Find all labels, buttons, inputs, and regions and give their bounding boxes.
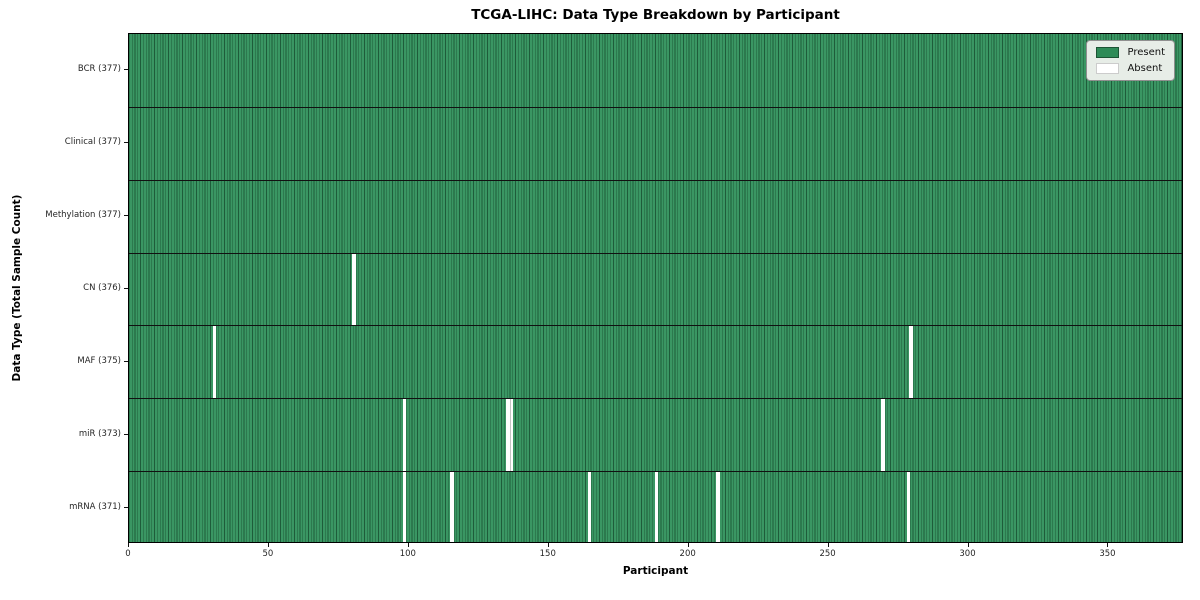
chart-title: TCGA-LIHC: Data Type Breakdown by Partic…: [471, 7, 840, 23]
absent-cell: [352, 253, 357, 326]
y-tick-mark: [124, 69, 128, 71]
y-tick-mark: [124, 433, 128, 435]
x-tick-mark: [687, 543, 689, 547]
legend: Present Absent: [1086, 40, 1175, 81]
legend-swatch-icon: [1096, 47, 1120, 58]
x-tick-mark: [267, 543, 269, 547]
y-tick-label: MAF (375): [77, 355, 121, 366]
absent-cell: [909, 326, 913, 399]
heatmap-row-BCR: [129, 34, 1182, 107]
absent-cell: [906, 472, 911, 542]
x-tick-label: 0: [125, 549, 131, 559]
legend-label: Present: [1127, 47, 1165, 58]
absent-cell: [402, 399, 407, 472]
y-tick-mark: [124, 360, 128, 362]
x-tick-mark: [407, 543, 409, 547]
plot-area: Present Absent: [128, 33, 1183, 543]
x-tick-mark: [547, 543, 549, 547]
x-tick-label: 350: [1099, 549, 1116, 559]
absent-cell: [509, 399, 513, 472]
y-tick-label: mRNA (371): [69, 501, 121, 512]
y-tick-label: Methylation (377): [45, 210, 121, 221]
heatmap-row-mRNA: [129, 471, 1182, 542]
x-tick-label: 50: [262, 549, 274, 559]
heatmap-row-Clinical: [129, 106, 1182, 180]
x-tick-mark: [967, 543, 969, 547]
x-tick-mark: [827, 543, 829, 547]
heatmap-row-miR: [129, 398, 1182, 472]
legend-swatch-icon: [1096, 63, 1120, 74]
heatmap-row-Methylation: [129, 179, 1182, 253]
y-tick-label: miR (373): [78, 428, 121, 439]
absent-cell: [450, 472, 454, 542]
y-tick-mark: [124, 288, 128, 289]
x-tick-label: 300: [959, 549, 976, 559]
y-tick-mark: [124, 506, 128, 508]
legend-label: Absent: [1127, 63, 1163, 74]
y-tick-mark: [124, 215, 128, 217]
absent-cell: [212, 326, 217, 399]
y-tick-label: Clinical (377): [64, 137, 121, 148]
x-tick-mark: [128, 543, 129, 547]
heatmap-row-MAF: [129, 325, 1182, 399]
absent-cell: [654, 472, 659, 542]
legend-item-present: Present: [1096, 47, 1165, 58]
x-tick-label: 200: [679, 549, 696, 559]
x-tick-label: 100: [399, 549, 416, 559]
heatmap-row-CN: [129, 252, 1182, 326]
absent-cell: [402, 472, 407, 542]
x-axis-label: Participant: [622, 565, 689, 577]
absent-cell: [506, 399, 510, 472]
x-tick-label: 150: [539, 549, 556, 559]
absent-cell: [881, 399, 885, 472]
x-tick-label: 250: [819, 549, 836, 559]
legend-item-absent: Absent: [1096, 63, 1165, 74]
absent-cell: [716, 472, 720, 542]
absent-cell: [587, 472, 592, 542]
y-tick-label: BCR (377): [77, 64, 121, 75]
y-tick-label: CN (376): [83, 283, 121, 293]
y-tick-mark: [124, 142, 128, 144]
x-tick-mark: [1107, 543, 1109, 547]
absent-cell-divider: [509, 399, 511, 472]
